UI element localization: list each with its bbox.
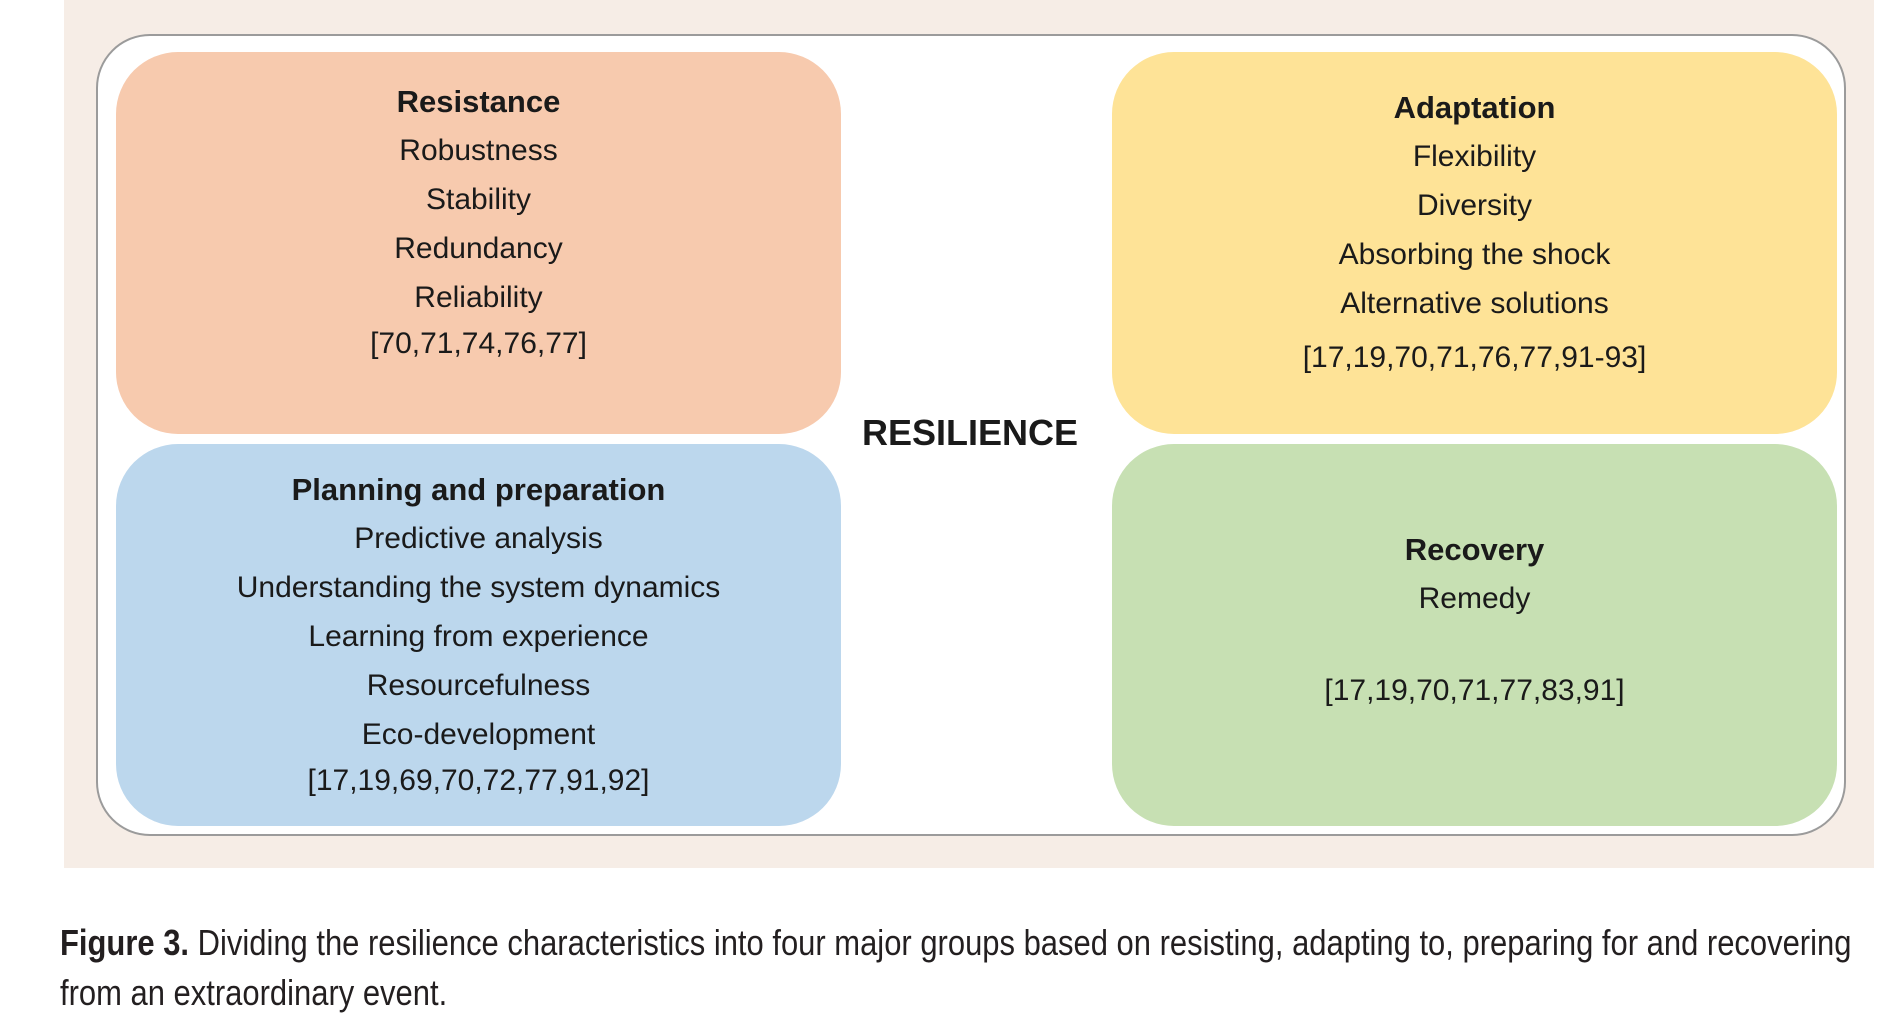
caption-label: Figure 3.: [60, 922, 190, 963]
adaptation-item: Flexibility: [1412, 140, 1537, 173]
adaptation-title: Adaptation: [1393, 90, 1556, 125]
adaptation-item: Diversity: [1416, 189, 1532, 222]
planning-item: Eco-development: [361, 718, 596, 751]
resistance-item: Redundancy: [394, 232, 563, 265]
caption-text: Dividing the resilience characteristics …: [60, 922, 1852, 1013]
adaptation-refs: [17,19,70,71,76,77,91-93]: [1302, 341, 1647, 374]
resistance-box: Resistance Robustness Stability Redundan…: [116, 52, 841, 434]
recovery-refs: [17,19,70,71,77,83,91]: [1324, 674, 1625, 707]
planning-title: Planning and preparation: [291, 472, 666, 507]
planning-item: Resourcefulness: [366, 669, 591, 702]
resistance-item: Stability: [425, 183, 532, 216]
adaptation-item: Alternative solutions: [1340, 287, 1609, 320]
planning-refs: [17,19,69,70,72,77,91,92]: [307, 764, 650, 797]
resistance-item: Robustness: [399, 134, 558, 167]
planning-item: Learning from experience: [308, 620, 649, 653]
resistance-refs: [70,71,74,76,77]: [370, 327, 587, 360]
resilience-label: RESILIENCE: [861, 412, 1079, 453]
adaptation-item: Absorbing the shock: [1338, 238, 1611, 271]
resistance-item: Reliability: [414, 281, 543, 314]
recovery-box: Recovery Remedy [17,19,70,71,77,83,91]: [1112, 444, 1837, 826]
recovery-item: Remedy: [1418, 582, 1531, 615]
figure-caption: Figure 3. Dividing the resilience charac…: [60, 918, 1880, 1018]
planning-box: Planning and preparation Predictive anal…: [116, 444, 841, 826]
planning-item: Understanding the system dynamics: [236, 571, 721, 604]
adaptation-box: Adaptation Flexibility Diversity Absorbi…: [1112, 52, 1837, 434]
resistance-title: Resistance: [396, 84, 561, 119]
planning-item: Predictive analysis: [354, 522, 603, 555]
recovery-title: Recovery: [1404, 532, 1545, 567]
